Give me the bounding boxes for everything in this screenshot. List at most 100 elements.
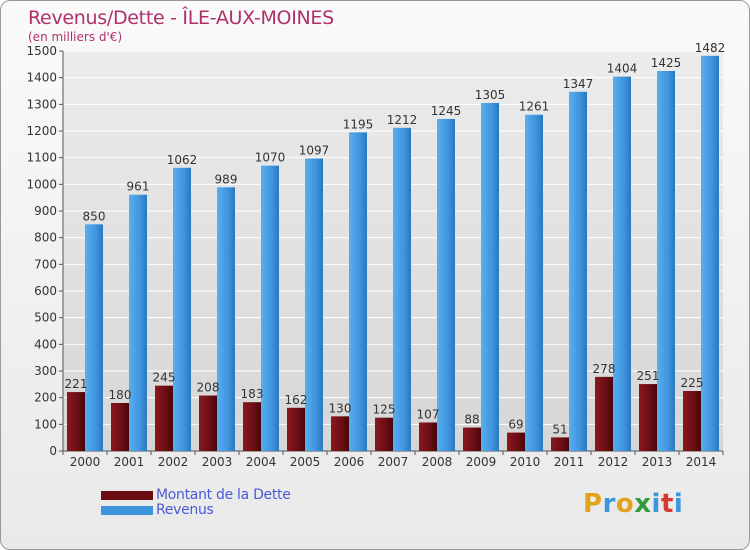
proxiti-logo: Proxiti (583, 489, 683, 519)
bar-revenue (393, 127, 411, 452)
data-label-debt: 69 (508, 418, 523, 432)
bar-revenue (349, 132, 367, 452)
bar-revenue (129, 194, 147, 451)
y-tick-label: 1100 (26, 151, 57, 165)
bars (67, 55, 719, 452)
bar-debt (111, 403, 129, 451)
bar-revenue (305, 158, 323, 451)
logo-letter: t (660, 489, 674, 519)
data-label-debt: 51 (552, 422, 567, 436)
legend-swatch-revenue (101, 506, 153, 515)
x-tick-label: 2000 (70, 455, 101, 469)
bar-revenue (569, 91, 587, 452)
bar-debt (199, 395, 217, 451)
data-labels: 221 850 180 961 245 1062 208 989 183 1070 162 1097 1… (65, 41, 726, 437)
logo-letter: i (651, 489, 661, 519)
y-tick-label: 900 (34, 204, 57, 218)
data-label-revenue: 1347 (563, 77, 594, 91)
bar-revenue (701, 55, 719, 452)
logo-letter: x (634, 489, 652, 519)
x-tick-label: 2009 (466, 455, 497, 469)
bar-revenue (481, 103, 499, 451)
legend-label-debt: Montant de la Dette (156, 487, 291, 503)
data-label-debt: 130 (329, 401, 352, 415)
logo-letter: o (615, 489, 635, 519)
logo-letter: P (583, 489, 603, 519)
data-label-debt: 251 (637, 369, 660, 383)
bar-revenue (217, 187, 235, 451)
data-label-debt: 221 (65, 377, 88, 391)
x-tick-label: 2004 (246, 455, 277, 469)
data-label-revenue: 1097 (299, 143, 330, 157)
data-label-revenue: 1482 (695, 41, 726, 55)
data-label-debt: 107 (417, 407, 440, 421)
data-label-revenue: 1195 (343, 117, 374, 131)
logo-letter: r (602, 489, 616, 519)
chart-title: Revenus/Dette - ÎLE-AUX-MOINES (28, 7, 334, 29)
bar-debt (551, 437, 569, 451)
x-tick-label: 2003 (202, 455, 233, 469)
y-tick-label: 500 (34, 311, 57, 325)
bar-debt (419, 422, 437, 451)
y-tick-label: 400 (34, 337, 57, 351)
data-label-debt: 88 (464, 413, 479, 427)
x-tick-label: 2010 (510, 455, 541, 469)
x-tick-label: 2006 (334, 455, 365, 469)
bar-revenue (173, 167, 191, 452)
y-tick-label: 1300 (26, 97, 57, 111)
data-label-revenue: 989 (215, 172, 238, 186)
data-label-revenue: 1062 (167, 153, 198, 167)
x-tick-label: 2005 (290, 455, 321, 469)
x-tick-label: 2007 (378, 455, 409, 469)
bar-debt (243, 402, 261, 451)
data-label-revenue: 961 (127, 180, 150, 194)
y-tick-label: 1200 (26, 124, 57, 138)
chart-subtitle: (en milliers d'€) (28, 30, 123, 44)
y-tick-label: 300 (34, 364, 57, 378)
y-tick-label: 200 (34, 391, 57, 405)
data-label-revenue: 1070 (255, 151, 286, 165)
y-tick-label: 100 (34, 417, 57, 431)
x-tick-label: 2012 (598, 455, 629, 469)
data-label-debt: 180 (109, 388, 132, 402)
legend-swatch-debt (101, 491, 153, 500)
data-label-revenue: 1245 (431, 104, 462, 118)
data-label-debt: 278 (593, 362, 616, 376)
bar-revenue (261, 165, 279, 451)
data-label-debt: 183 (241, 387, 264, 401)
bar-debt (507, 432, 525, 451)
bar-debt (155, 385, 173, 451)
bar-revenue (613, 76, 631, 451)
x-tick-label: 2013 (642, 455, 673, 469)
logo-letter: i (673, 489, 684, 519)
y-tick-label: 1500 (26, 44, 57, 58)
x-tick-label: 2011 (554, 455, 585, 469)
bar-debt (595, 376, 613, 451)
data-label-debt: 162 (285, 393, 308, 407)
data-label-debt: 208 (197, 381, 220, 395)
bar-revenue (657, 71, 675, 451)
legend-label-revenue: Revenus (156, 502, 214, 518)
y-tick-label: 600 (34, 284, 57, 298)
data-label-revenue: 1425 (651, 56, 682, 70)
y-tick-label: 700 (34, 257, 57, 271)
y-tick-label: 1000 (26, 177, 57, 191)
data-label-revenue: 1305 (475, 88, 506, 102)
data-label-revenue: 1404 (607, 62, 638, 76)
bar-revenue (437, 119, 455, 451)
y-tick-label: 0 (49, 444, 57, 458)
data-label-debt: 225 (681, 376, 704, 390)
bar-debt (639, 384, 657, 451)
bar-debt (463, 427, 481, 451)
data-label-revenue: 1261 (519, 100, 550, 114)
data-label-debt: 125 (373, 403, 396, 417)
bar-debt (683, 391, 701, 451)
bar-revenue (525, 114, 543, 451)
x-tick-label: 2001 (114, 455, 145, 469)
bar-debt (331, 416, 349, 451)
data-label-revenue: 850 (83, 209, 106, 223)
bar-debt (287, 407, 305, 451)
bar-debt (67, 392, 85, 451)
